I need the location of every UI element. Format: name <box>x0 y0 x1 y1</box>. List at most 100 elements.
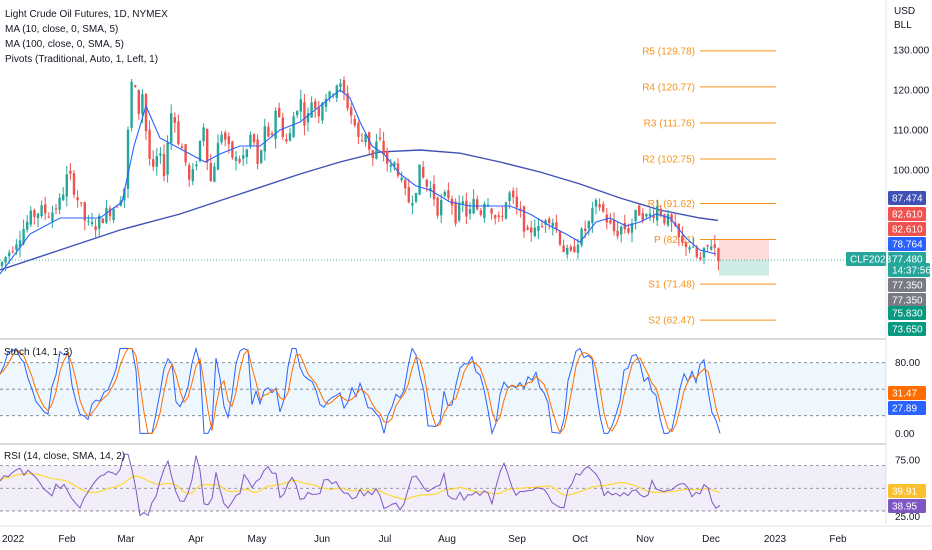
last-price-tag-text: 77.480 <box>892 255 923 266</box>
candle-body <box>530 227 533 233</box>
candle-body <box>425 179 428 187</box>
candle-body <box>699 257 702 260</box>
candle-body <box>29 210 32 225</box>
candle-body <box>522 206 526 232</box>
candle-body <box>641 213 644 221</box>
countdown-tag-text: 14:37:56 <box>892 266 931 277</box>
candle-body <box>656 206 659 221</box>
candle-body <box>483 203 486 218</box>
time-tick: 2022 <box>2 534 25 545</box>
candle-body <box>666 214 670 226</box>
candle-body <box>166 142 169 175</box>
candle-body <box>238 158 241 163</box>
pivot-label: S1 (71.48) <box>648 280 695 291</box>
candle-body <box>353 118 356 126</box>
legend-ma10: MA (10, close, 0, SMA, 5) <box>5 24 118 35</box>
stoch-k-tag-bg <box>888 386 926 400</box>
candle-body <box>134 85 137 88</box>
candle-body <box>591 208 594 224</box>
candle-body <box>220 134 223 143</box>
candle-body <box>652 215 655 219</box>
time-tick: Mar <box>117 534 135 545</box>
candle-body <box>569 246 572 251</box>
candle-body <box>461 201 464 205</box>
candle-body <box>512 190 515 198</box>
candle-body <box>98 215 101 229</box>
candle-body <box>80 202 83 204</box>
candle-body <box>519 208 522 211</box>
pivot-label: R1 (91.62) <box>648 199 695 210</box>
candle-body <box>648 213 652 216</box>
price-tag-bg <box>888 222 926 236</box>
time-tick: Nov <box>636 534 654 545</box>
candle-body <box>612 220 616 232</box>
candle-body <box>306 113 310 123</box>
candle-body <box>562 245 565 253</box>
candle-body <box>324 98 328 107</box>
candle-body <box>465 200 468 217</box>
price-tag-bg <box>888 293 926 307</box>
stoch-k-line <box>0 346 721 436</box>
candle-body <box>152 159 155 167</box>
time-tick: May <box>248 534 267 545</box>
candle-body <box>458 202 461 221</box>
candle-body <box>479 210 482 215</box>
candle-body <box>54 208 58 210</box>
candle-body <box>335 85 338 98</box>
price-tag: 87.474 <box>888 191 926 205</box>
candle-body <box>155 155 158 167</box>
candle-body <box>137 89 140 114</box>
stoch-d-line <box>0 348 721 434</box>
rsi-ma-tag-text: 39.91 <box>892 487 917 498</box>
candle-body <box>447 190 450 198</box>
symbol-tag-text: CLF2023 <box>850 255 892 266</box>
candle-body <box>638 205 641 216</box>
candle-body <box>123 188 126 201</box>
candle-body <box>36 213 40 219</box>
candle-body <box>418 164 421 195</box>
price-tag: 82.610 <box>888 222 926 236</box>
pivot-label: R3 (111.76) <box>644 118 695 129</box>
candle-body <box>342 79 346 93</box>
price-axis[interactable]: 130.000 120.000 110.000 100.000 80.00 0.00 75.… <box>893 46 930 524</box>
stoch-k-tag: 31.47 <box>888 386 926 400</box>
candle-body <box>47 216 50 218</box>
candle-body <box>382 140 385 155</box>
candle-body <box>681 235 684 243</box>
candle-body <box>378 137 382 140</box>
time-tick: Oct <box>572 534 588 545</box>
ma10-line <box>0 89 717 275</box>
rsi-ma-tag: 39.91 <box>888 484 926 498</box>
price-tag-text: 87.474 <box>892 194 923 205</box>
candle-body <box>630 223 634 233</box>
ma100-series <box>0 149 719 271</box>
last-price-tag: 77.480 <box>888 252 926 266</box>
candle-body <box>148 129 151 159</box>
candle-body <box>494 215 497 219</box>
rsi-lines <box>0 453 721 517</box>
position-box <box>719 239 769 276</box>
time-tick: Aug <box>438 534 456 545</box>
candle-body <box>717 248 720 262</box>
candle-body <box>443 191 446 196</box>
rsi-pane[interactable] <box>0 465 886 512</box>
rsi-tag-bg <box>888 499 926 513</box>
candle-body <box>436 197 439 216</box>
countdown-tag: 14:37:56 <box>888 263 931 277</box>
candle-body <box>216 142 220 170</box>
candle-body <box>663 214 666 224</box>
candle-body <box>548 218 551 224</box>
time-tick: Sep <box>508 534 526 545</box>
candle-body <box>198 141 202 162</box>
candle-body <box>245 149 248 158</box>
time-axis[interactable]: 2022 Feb Mar Apr May Jun Jul Aug Sep Oct Nov Dec 202… <box>0 525 932 545</box>
candle-body <box>706 244 709 247</box>
candle-body <box>227 136 230 145</box>
candle-body <box>357 122 360 137</box>
stoch-lines <box>0 346 721 436</box>
stoch-pane[interactable] <box>0 362 886 417</box>
countdown-tag-bg <box>888 263 930 277</box>
candle-body <box>256 139 259 164</box>
candle-body <box>713 244 716 248</box>
